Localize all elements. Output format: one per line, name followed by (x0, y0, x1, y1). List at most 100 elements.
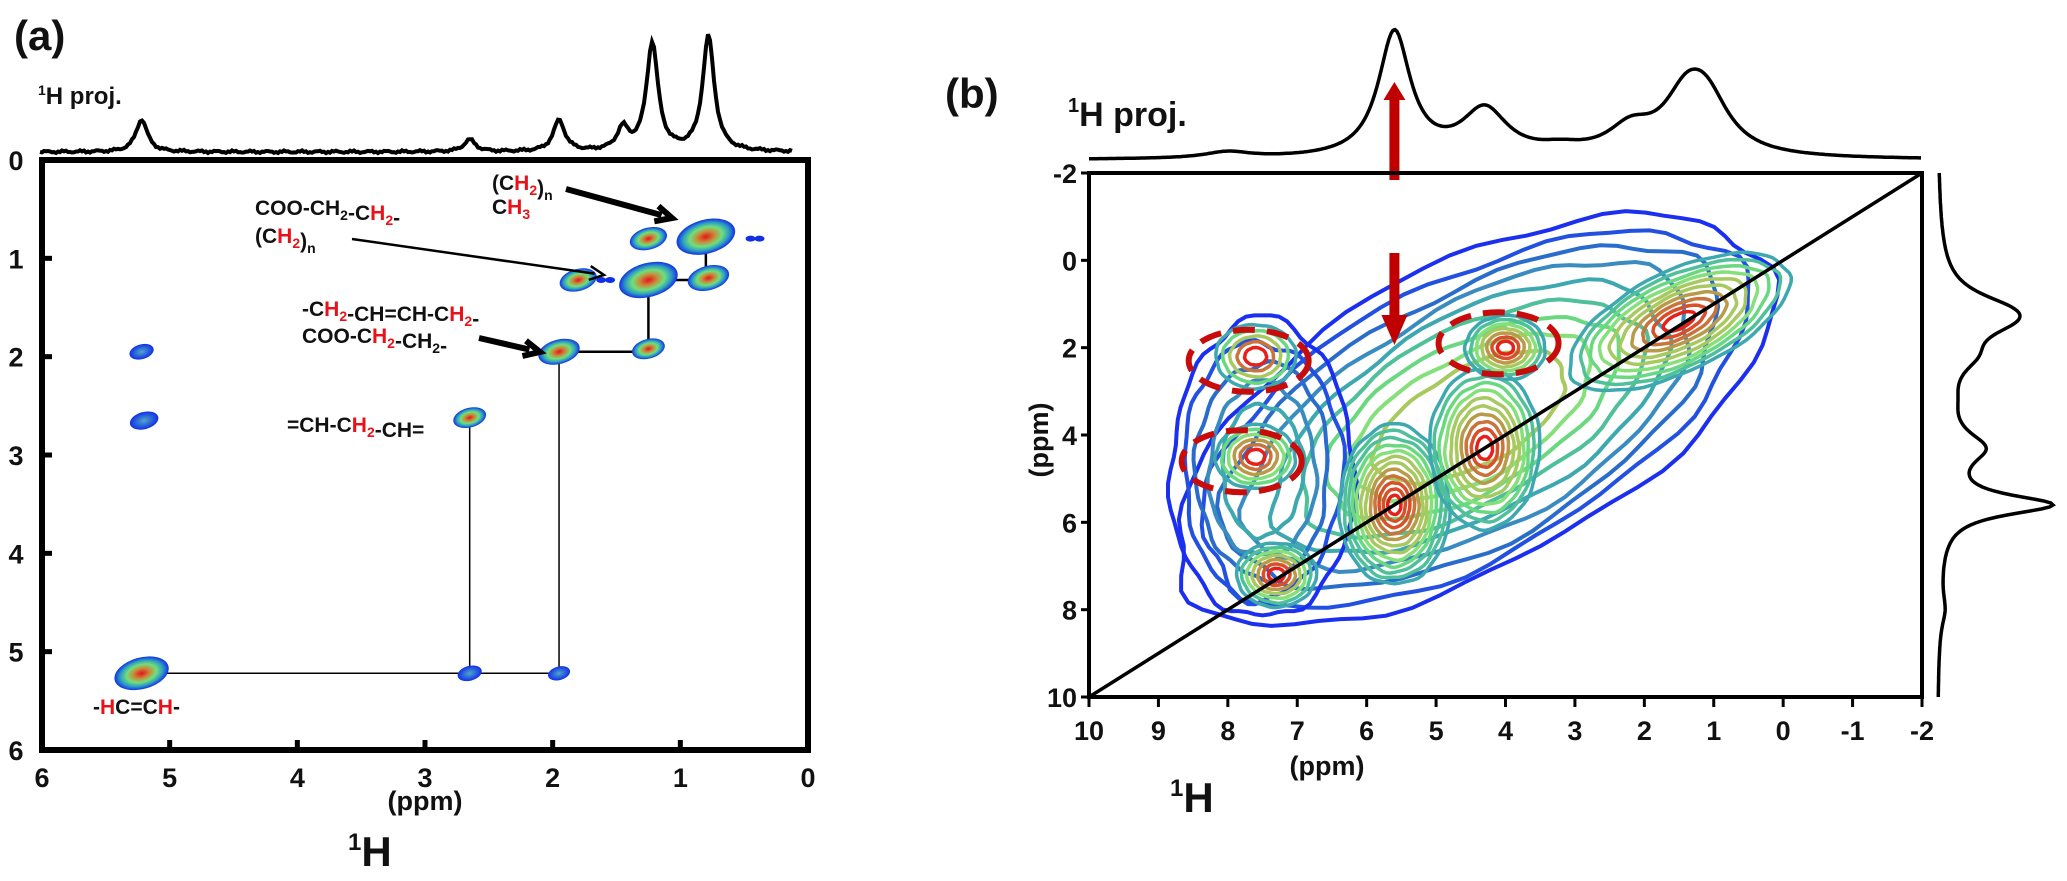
annotation-segment: H (324, 298, 339, 321)
x-tick-label: 6 (34, 763, 49, 793)
y-tick-label: 3 (8, 441, 23, 471)
contour-level (1475, 322, 1538, 373)
annotation-segment: 2 (387, 335, 395, 351)
cross-peak (453, 407, 487, 429)
y-tick-label: 2 (8, 343, 23, 373)
annotation-segment: - (93, 696, 100, 719)
annotation-segment: (C (492, 172, 514, 195)
highlight-ellipse (1185, 326, 1312, 395)
proj-text: H proj. (46, 83, 122, 110)
y-tick-label: 8 (1062, 596, 1077, 626)
contour-level (1350, 443, 1439, 570)
contour-level (1485, 331, 1526, 365)
cross-peak (129, 343, 154, 360)
annotation-segment: -CH (395, 330, 432, 353)
x-tick-label: 4 (290, 763, 305, 793)
x-tick-label: 10 (1074, 716, 1104, 746)
contour-level (1597, 270, 1760, 373)
annotation-segment: - (440, 335, 447, 358)
annotation: COO-CH2-CH2-(CH2)n (255, 197, 400, 256)
annotation-segment: 2 (432, 340, 440, 356)
annotation-segment: (C (255, 225, 277, 248)
contour-level (1474, 434, 1495, 462)
contour-level (1227, 334, 1283, 379)
y-tick-label: 6 (8, 736, 23, 766)
contour-level (1215, 243, 1721, 592)
contour-level (1300, 297, 1651, 540)
contour-level (1234, 541, 1319, 610)
contour-level (1363, 460, 1425, 548)
cross-peak (619, 261, 678, 299)
x-tick-label: 0 (1776, 716, 1791, 746)
annotation-segment: H (507, 196, 522, 219)
cross-peak (676, 218, 736, 255)
contour-level (1176, 209, 1782, 628)
x-tick-label: 0 (800, 763, 815, 793)
annotation-segment: COO-C (302, 325, 372, 348)
contour-level (1377, 481, 1412, 530)
contour-level (1337, 421, 1452, 586)
noise-dot (605, 276, 616, 283)
contour-level (1267, 277, 1674, 556)
annotation-segment: H (158, 696, 173, 719)
arrow-head (1383, 82, 1406, 100)
x-tick-label: 2 (1637, 716, 1652, 746)
annotation-segment: - (173, 696, 180, 719)
panel-b-arrows (1381, 82, 1408, 345)
annotation-segment: 3 (522, 206, 530, 222)
contour-level (1651, 303, 1708, 340)
annotation-segment: - (472, 308, 479, 331)
y-tick-label: 0 (1062, 246, 1077, 276)
x-tick-label: 3 (1567, 716, 1582, 746)
contour-level (1347, 435, 1444, 575)
cross-peak (547, 666, 571, 681)
y-tick-label: 6 (1062, 508, 1077, 538)
panel-a-nucleus-label: 1H (348, 828, 392, 875)
annotation-line: (CH2)n (255, 225, 316, 256)
annotation-line: CH3 (492, 196, 530, 222)
annotation-segment: ) (537, 177, 544, 200)
annotation-segment: 2 (340, 207, 348, 223)
x-tick-label: 9 (1151, 716, 1166, 746)
contour-level (1166, 313, 1360, 618)
annotation-segment: n (544, 187, 553, 203)
contour-level (1266, 566, 1287, 584)
annotation: -CH2-CH=CH-CH2-COO-CH2-CH2- (302, 298, 479, 358)
panel-b-1h-projection-right (1936, 173, 2056, 697)
y-tick-label: 10 (1047, 683, 1077, 713)
annotation-segment: H (100, 696, 115, 719)
cross-peak (538, 338, 580, 365)
contour-level (1630, 289, 1729, 353)
contour-level (1239, 545, 1313, 605)
x-tick-label: -2 (1910, 716, 1934, 746)
annotation-segment: C (492, 196, 507, 219)
x-tick-label: 1 (673, 763, 688, 793)
contour-level (1232, 437, 1280, 477)
contour-level (1479, 326, 1532, 369)
contour-level (1385, 493, 1403, 517)
arrow-shaft (351, 237, 595, 275)
contour-level (1199, 228, 1751, 610)
cross-peak (629, 226, 667, 251)
annotation-line: COO-CH2-CH2- (302, 325, 447, 358)
nucleus-sup: 1 (1170, 775, 1183, 802)
panel-a-x-unit: (ppm) (388, 786, 463, 816)
arrow-shaft (1389, 100, 1400, 180)
contour-level (1442, 388, 1526, 507)
arrow-head (588, 265, 607, 282)
annotation-segment: COO-CH (255, 197, 340, 220)
noise-dot (754, 235, 765, 242)
contour-level (1495, 339, 1516, 356)
annotation-segment: ) (300, 230, 307, 253)
annotation-segment: n (307, 240, 316, 256)
contour-level (1261, 562, 1292, 588)
panel-b-1h-projection-top (1089, 27, 1921, 161)
arrow-shaft (1389, 253, 1400, 315)
y-tick-label: -2 (1053, 159, 1077, 189)
panel-a-1h-projection (39, 33, 793, 156)
annotation-arrow (478, 335, 547, 359)
annotation-segment: H (352, 414, 367, 437)
contour-level (1244, 447, 1267, 467)
